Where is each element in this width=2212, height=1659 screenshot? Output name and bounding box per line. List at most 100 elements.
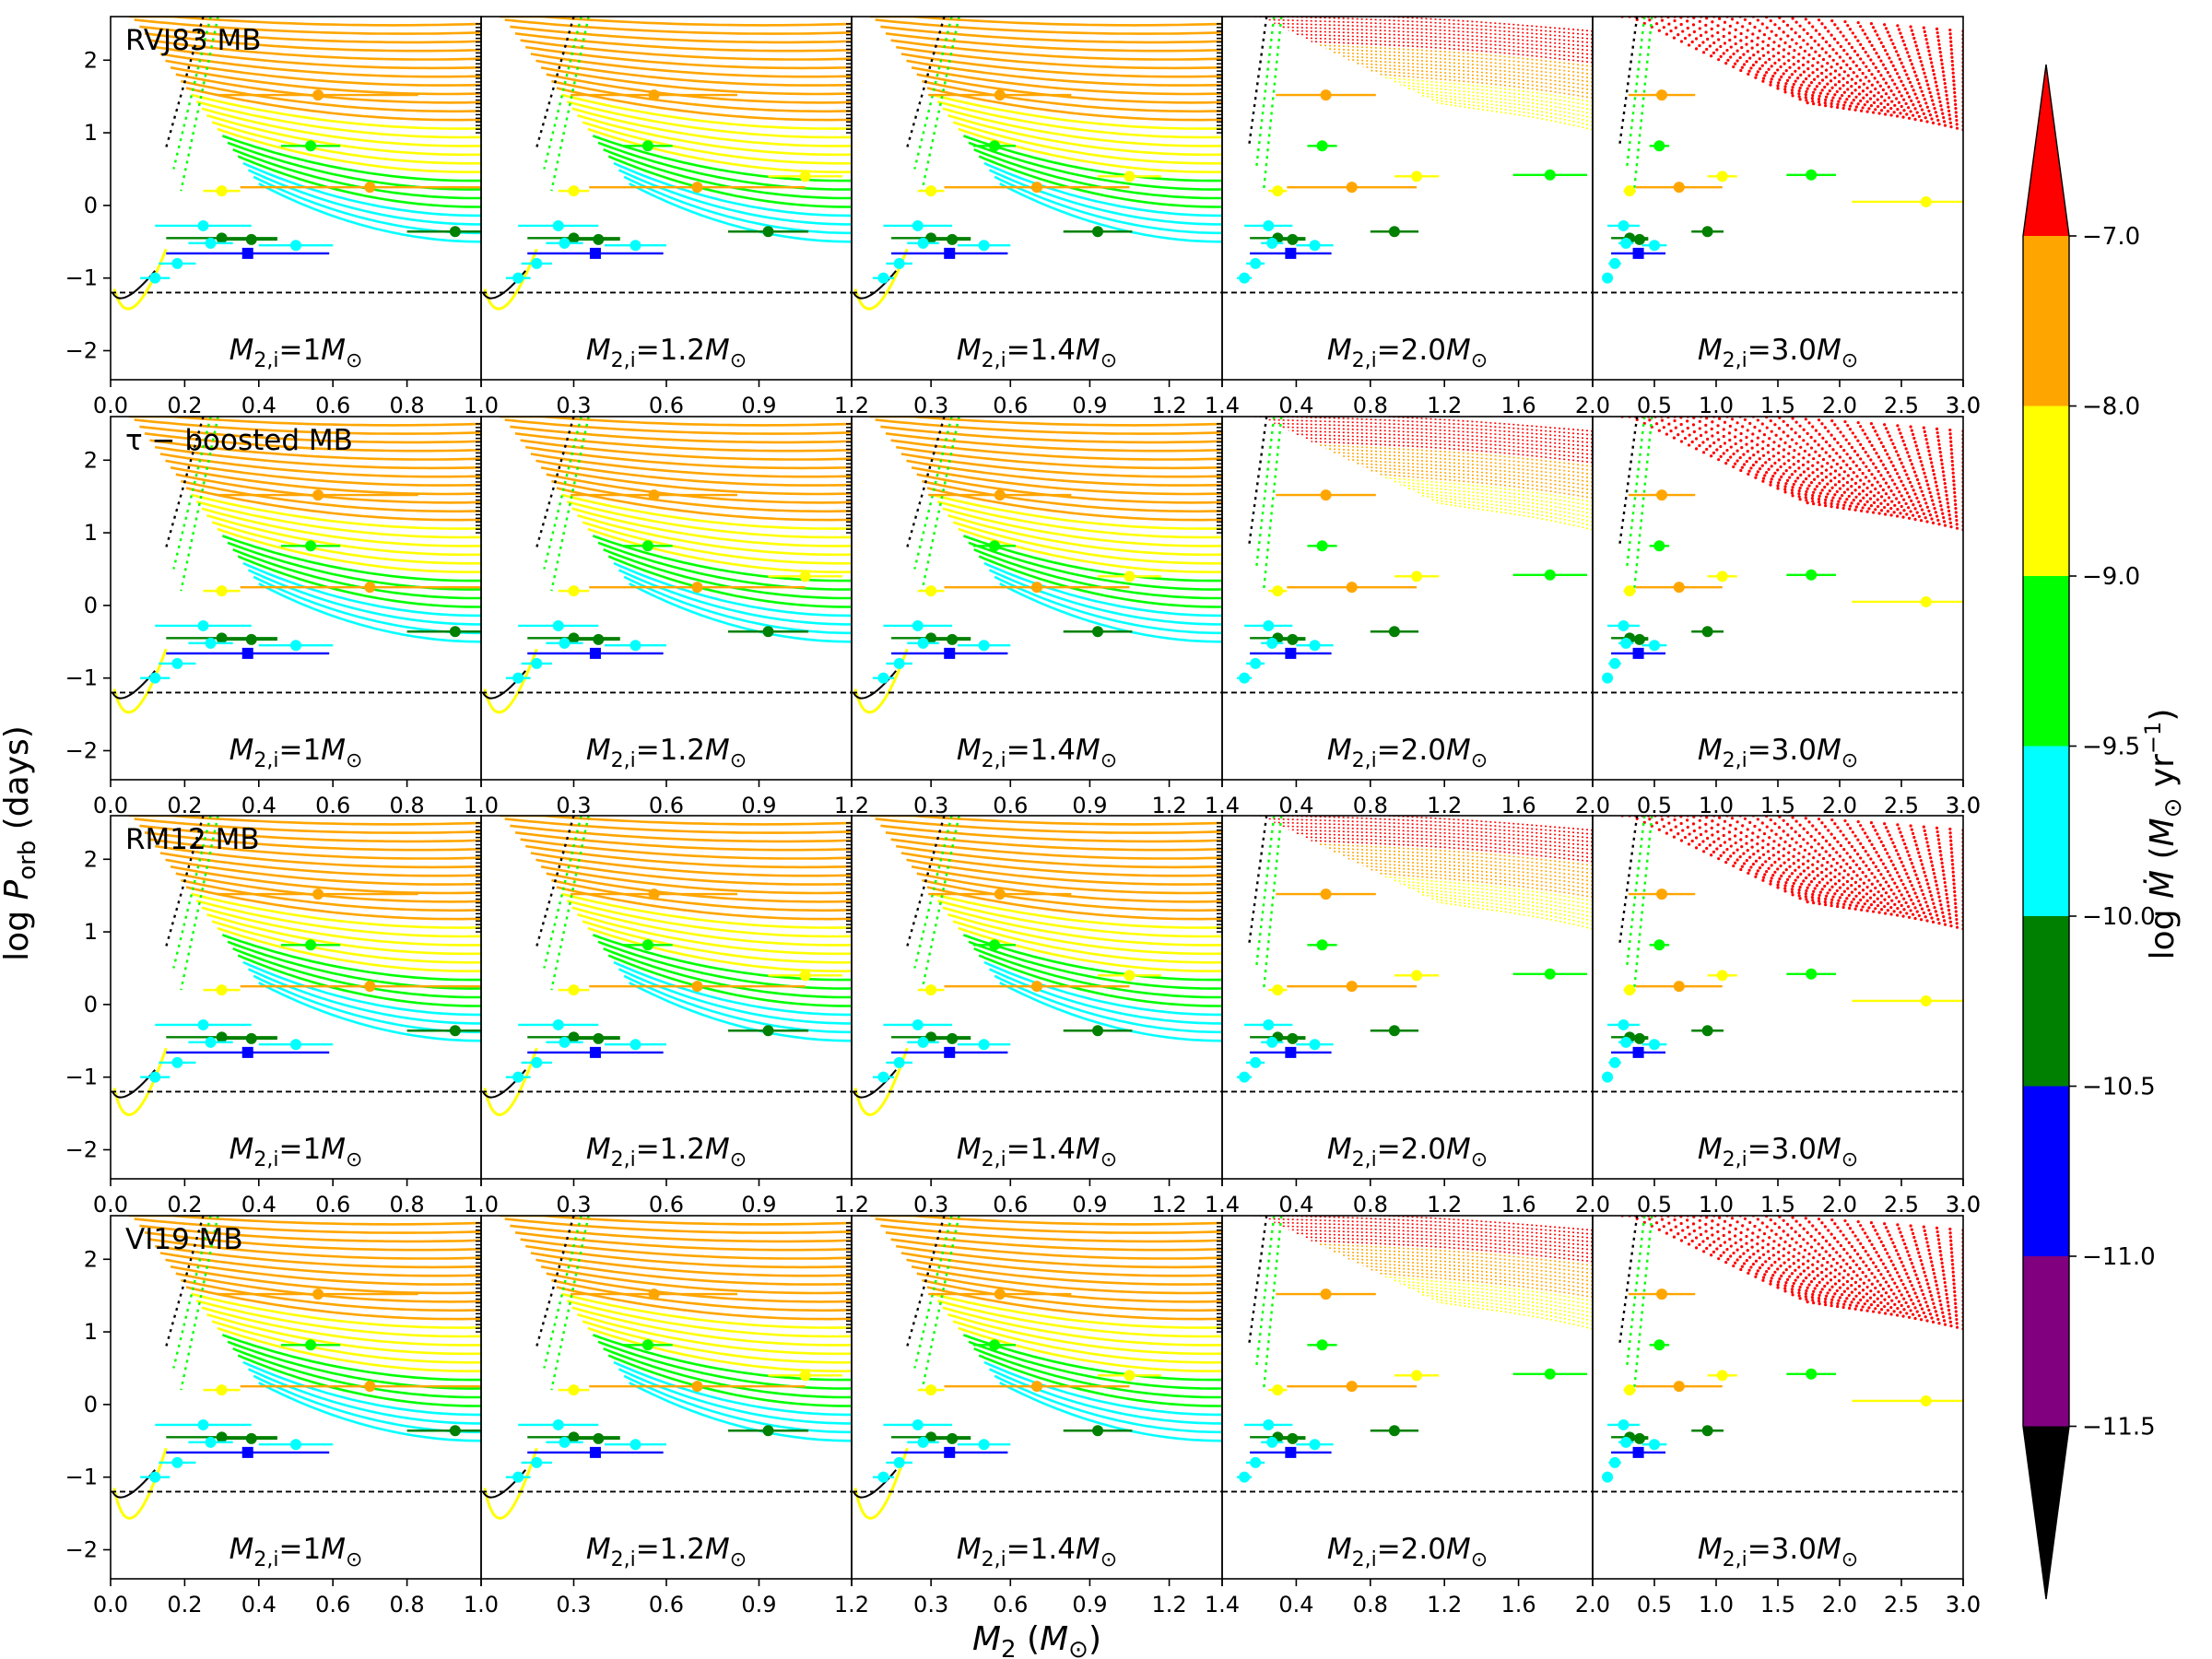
observed-point [1287, 1381, 1418, 1393]
x-tick-label: 0.3 [556, 393, 591, 418]
panel-r4-c1: −2 −1 0 1 2 0.0 0.2 0.4 0.6 0.8 1.0 M2,i=1M⊙ VI19 MB [65, 1215, 499, 1618]
observed-point [1618, 1436, 1634, 1448]
observed-point [1707, 970, 1737, 982]
observed-point [907, 237, 939, 249]
observed-point [1707, 1370, 1737, 1382]
observed-point [1630, 1432, 1649, 1444]
x-tick-label: 0.2 [167, 1592, 202, 1618]
track-layer [1237, 1216, 1593, 1483]
observed-point [1611, 647, 1666, 659]
panel-mass-label: M2,i=3.0M⊙ [1698, 1133, 1858, 1171]
x-tick-label: 1.2 [1151, 1592, 1186, 1618]
observed-point [1287, 182, 1418, 194]
panel-r2-c4: 0.4 0.8 1.2 1.6 2.0 M2,i=2.0M⊙ [1221, 416, 1610, 818]
x-tick-label: 0.8 [390, 793, 425, 818]
observed-point [521, 657, 553, 669]
observed-point [1623, 984, 1636, 996]
x-tick-label: 0.3 [556, 793, 591, 818]
observed-point [1641, 240, 1667, 252]
observed-point [1098, 1370, 1161, 1382]
x-tick-label: 0.9 [741, 393, 776, 418]
observed-point [280, 939, 341, 951]
observed-point [1602, 672, 1614, 684]
track-layer [853, 17, 1222, 311]
x-tick-label: 1.2 [1151, 393, 1186, 418]
observed-point [406, 1025, 481, 1037]
observed-point [1279, 1032, 1306, 1044]
y-tick-label: 2 [84, 447, 98, 473]
observed-point [521, 257, 553, 269]
panel-mass-label: M2,i=1M⊙ [229, 1133, 363, 1171]
x-tick-label: 0.5 [1637, 1192, 1672, 1218]
observed-point [891, 647, 1008, 659]
x-tick-label: 0.4 [241, 393, 276, 418]
observed-point [546, 1036, 583, 1048]
y-tick-label: 1 [84, 1319, 98, 1345]
observed-point [1852, 195, 1963, 207]
observed-point [527, 1046, 664, 1058]
x-tick-label: 1.0 [1699, 1592, 1734, 1618]
x-tick-label: 2.0 [1575, 793, 1610, 818]
observed-point [576, 1032, 620, 1044]
observed-point [1237, 1071, 1253, 1083]
observed-point [1512, 1368, 1587, 1380]
panel-r3-c3: 0.3 0.6 0.9 1.2 1.4 M2,i=1.4M⊙ [851, 815, 1240, 1218]
observed-point [1307, 1339, 1337, 1351]
observed-point [907, 637, 939, 649]
observed-point [280, 540, 341, 552]
observed-point [225, 1032, 277, 1044]
observed-point [1512, 169, 1587, 181]
observed-point [1611, 1446, 1666, 1458]
track-layer [1237, 816, 1593, 1083]
x-tick-label: 0.8 [390, 1592, 425, 1618]
panel-mass-label: M2,i=1.4M⊙ [957, 334, 1117, 372]
observed-point [944, 981, 1130, 993]
observed-point [1394, 171, 1440, 182]
track-layer [1237, 17, 1593, 284]
track-layer [1237, 417, 1593, 684]
y-tick-label: −1 [65, 1465, 98, 1490]
observed-point [576, 233, 620, 245]
observed-point [1246, 1456, 1265, 1468]
observed-point [159, 657, 196, 669]
observed-point [218, 489, 418, 501]
observed-point [891, 1046, 1008, 1058]
observed-point [944, 1381, 1130, 1393]
observed-point [1630, 633, 1649, 645]
track-layer [482, 816, 852, 1116]
observed-point [1063, 1425, 1133, 1437]
observed-point [1635, 981, 1723, 993]
x-tick-label: 1.0 [464, 1192, 499, 1218]
panel-mass-label: M2,i=1.2M⊙ [586, 734, 747, 772]
x-tick-label: 2.5 [1884, 1592, 1919, 1618]
x-tick-label: 1.2 [834, 393, 869, 418]
observed-point [907, 1036, 939, 1048]
y-tick-label: 0 [84, 992, 98, 1018]
colorbar-tick-label: −11.5 [2082, 1414, 2156, 1441]
observed-point [558, 1384, 590, 1396]
observed-point [1237, 1471, 1253, 1483]
x-tick-label: 1.2 [1427, 393, 1462, 418]
observed-point [589, 182, 806, 194]
track-layer [482, 17, 852, 311]
x-tick-label: 0.6 [649, 1192, 684, 1218]
x-tick-label: 0.2 [167, 393, 202, 418]
x-tick-label: 1.4 [1205, 1592, 1240, 1618]
observed-point [571, 1288, 738, 1300]
panel-mass-label: M2,i=1M⊙ [229, 1533, 363, 1571]
x-tick-label: 2.0 [1822, 1592, 1857, 1618]
track-layer [853, 816, 1222, 1116]
observed-point [1370, 226, 1419, 238]
observed-point [166, 632, 277, 644]
observed-point [1276, 489, 1376, 501]
observed-point [917, 1384, 945, 1396]
colorbar-bin [2023, 236, 2069, 406]
panel-r2-c2: 0.3 0.6 0.9 1.2 M2,i=1.2M⊙ [480, 416, 869, 818]
observed-point [188, 237, 233, 249]
observed-point [166, 1031, 277, 1043]
panel-mass-label: M2,i=2.0M⊙ [1327, 1533, 1488, 1571]
x-tick-label: 3.0 [1946, 1192, 1981, 1218]
observed-point [1279, 1432, 1306, 1444]
observed-point [1296, 1439, 1334, 1451]
panel-mass-label: M2,i=2.0M⊙ [1327, 334, 1488, 372]
